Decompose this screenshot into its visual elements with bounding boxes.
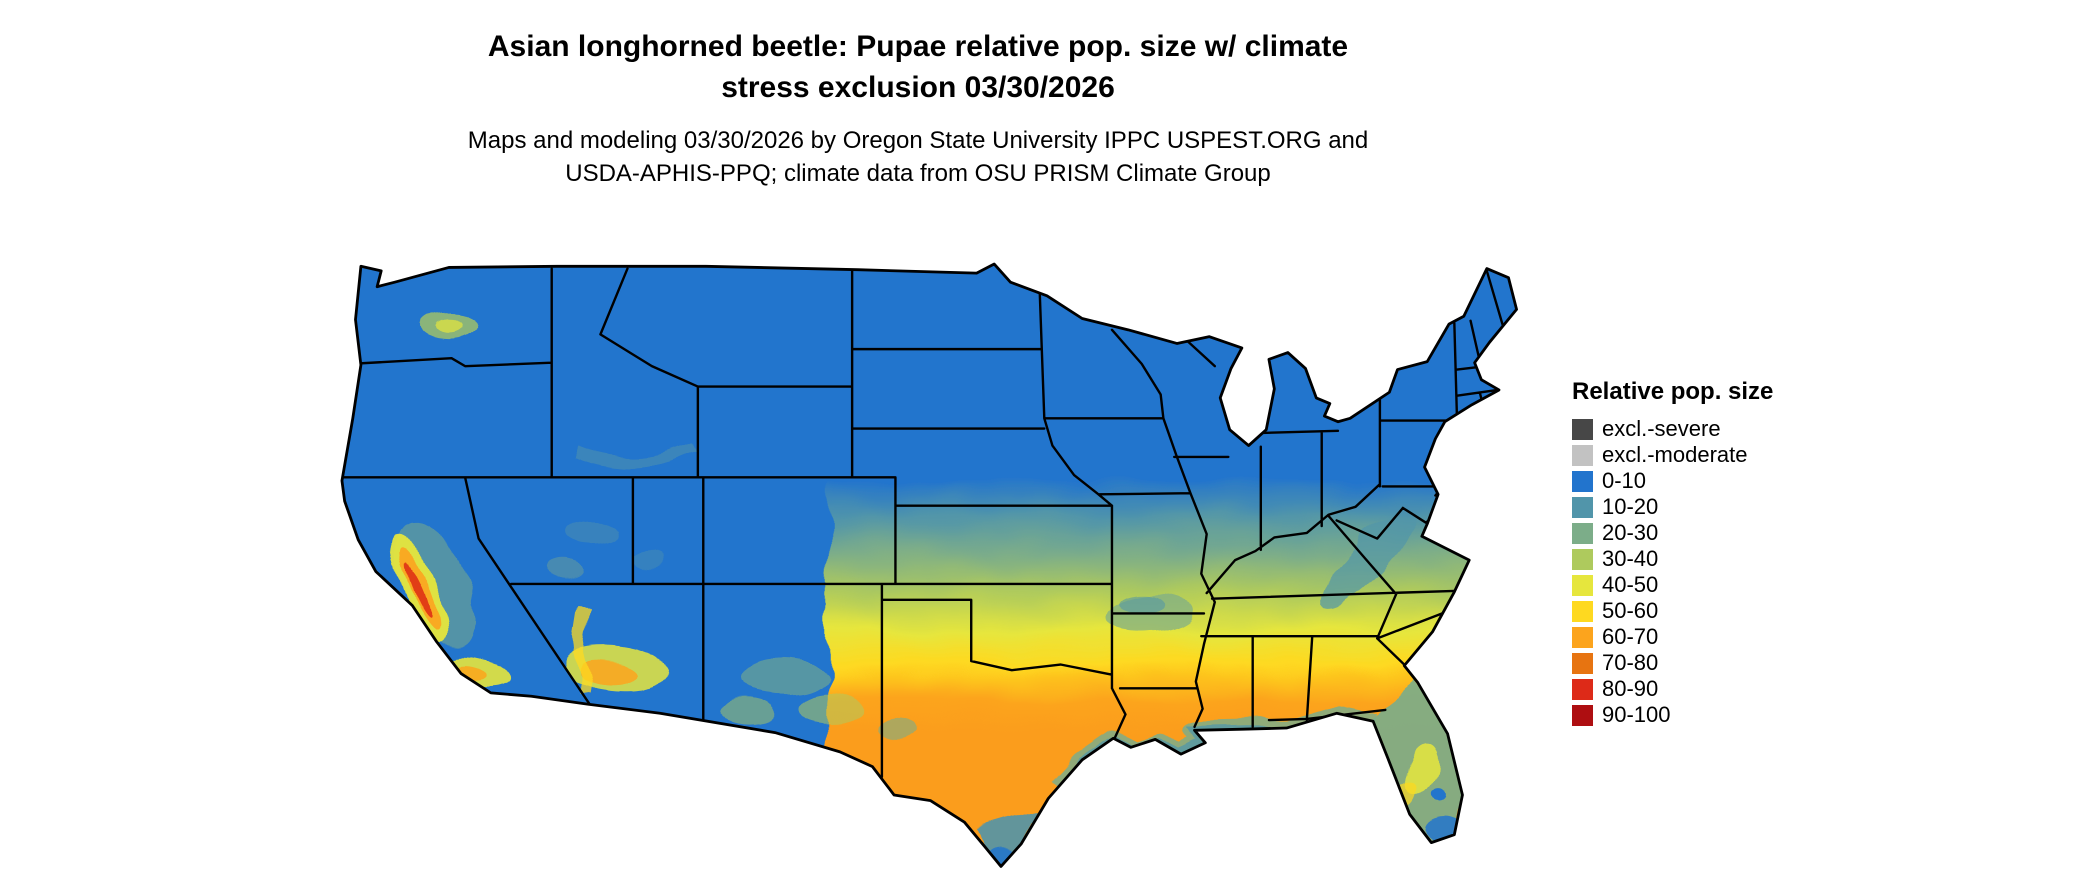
legend-label: 10-20	[1602, 494, 1659, 519]
page-subtitle: Maps and modeling 03/30/2026 by Oregon S…	[0, 124, 1836, 190]
legend-label: 50-60	[1602, 598, 1659, 623]
legend-item-excl-severe: excl.-severe	[1572, 416, 1773, 442]
us-map	[300, 230, 1545, 888]
title-line-2: stress exclusion 03/30/2026	[721, 71, 1115, 104]
legend-swatch	[1572, 678, 1593, 700]
legend-item-30-40: 30-40	[1572, 546, 1773, 572]
us-outline	[342, 264, 1517, 866]
legend-label: excl.-severe	[1602, 416, 1721, 441]
legend-label: 60-70	[1602, 624, 1659, 649]
legend-item-50-60: 50-60	[1572, 598, 1773, 624]
legend-label: 30-40	[1602, 546, 1659, 571]
legend-swatch	[1572, 626, 1593, 648]
legend-swatch	[1572, 704, 1593, 726]
legend-label: 0-10	[1602, 468, 1647, 493]
legend-swatch	[1572, 652, 1593, 674]
legend-swatch	[1572, 496, 1593, 518]
legend-item-10-20: 10-20	[1572, 494, 1773, 520]
legend-item-excl-moderate: excl.-moderate	[1572, 442, 1773, 468]
subtitle-line-1: Maps and modeling 03/30/2026 by Oregon S…	[467, 127, 1369, 154]
legend-label: 90-100	[1602, 702, 1671, 727]
state-borders	[338, 269, 1507, 777]
legend-swatch	[1572, 418, 1593, 440]
map-color-field	[341, 264, 1517, 867]
legend-item-0-10: 0-10	[1572, 468, 1773, 494]
legend-swatch	[1572, 470, 1593, 492]
legend-item-90-100: 90-100	[1572, 702, 1773, 728]
legend-swatch	[1572, 574, 1593, 596]
legend-label: 80-90	[1602, 676, 1659, 701]
legend-swatch	[1572, 444, 1593, 466]
legend-item-80-90: 80-90	[1572, 676, 1773, 702]
legend-swatch	[1572, 522, 1593, 544]
subtitle-line-2: USDA-APHIS-PPQ; climate data from OSU PR…	[565, 160, 1271, 187]
legend-item-60-70: 60-70	[1572, 624, 1773, 650]
legend-item-70-80: 70-80	[1572, 650, 1773, 676]
legend-swatch	[1572, 600, 1593, 622]
legend-label: 40-50	[1602, 572, 1659, 597]
legend: Relative pop. size excl.-severe excl.-mo…	[1572, 378, 1773, 728]
legend-label: excl.-moderate	[1602, 442, 1748, 467]
legend-label: 20-30	[1602, 520, 1659, 545]
legend-item-40-50: 40-50	[1572, 572, 1773, 598]
legend-swatch	[1572, 548, 1593, 570]
legend-label: 70-80	[1602, 650, 1659, 675]
legend-item-20-30: 20-30	[1572, 520, 1773, 546]
legend-title: Relative pop. size	[1572, 378, 1774, 405]
page-title: Asian longhorned beetle: Pupae relative …	[0, 26, 1836, 108]
title-line-1: Asian longhorned beetle: Pupae relative …	[487, 30, 1349, 63]
